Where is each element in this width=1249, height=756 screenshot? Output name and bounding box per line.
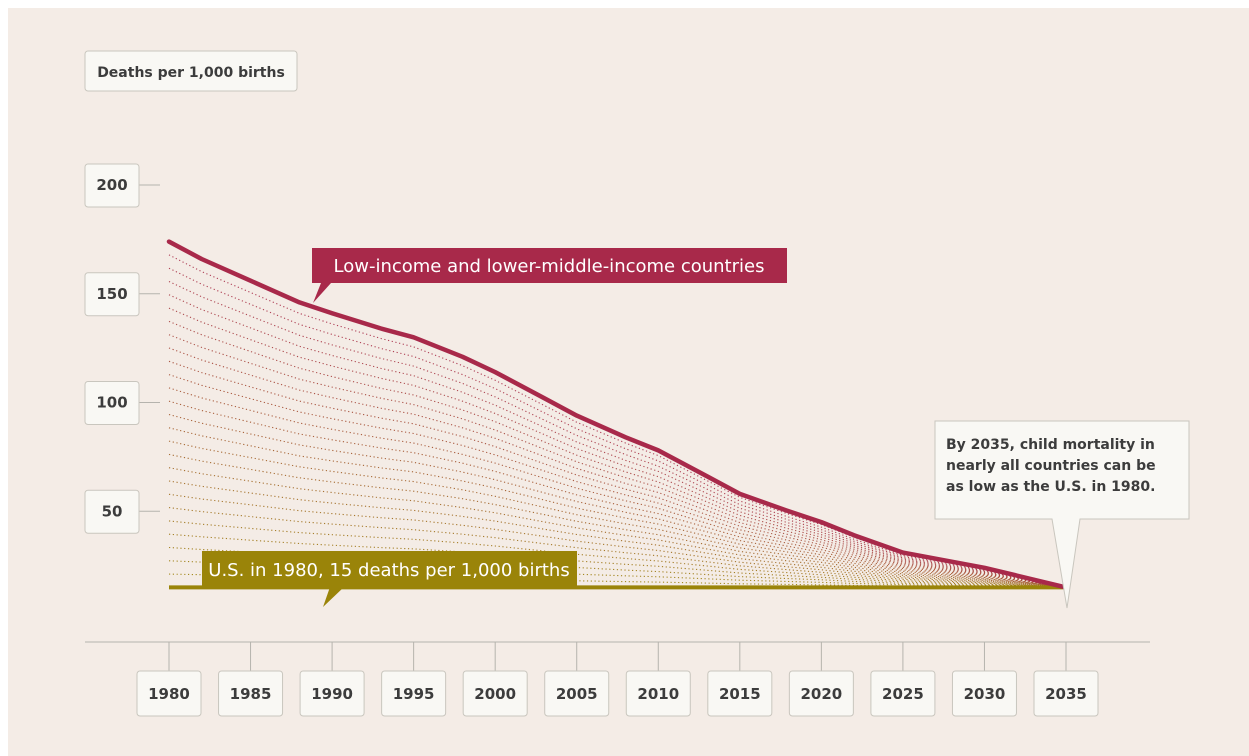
dotted-fill-line xyxy=(168,507,1067,588)
x-tick-label: 2005 xyxy=(556,685,598,703)
x-tick-label: 2030 xyxy=(964,685,1006,703)
low-income-line xyxy=(166,239,1069,590)
x-tick-label: 2020 xyxy=(800,685,842,703)
dotted-fill-line xyxy=(168,307,1067,588)
note-callout-line: By 2035, child mortality in xyxy=(946,437,1155,453)
dotted-fill-line xyxy=(168,374,1067,588)
dotted-fill-line xyxy=(168,480,1067,588)
dotted-fill-line xyxy=(168,281,1067,588)
y-tick-box xyxy=(84,381,140,425)
x-tick-box xyxy=(625,670,691,717)
x-tick-label: 1995 xyxy=(393,685,435,703)
note-callout-box xyxy=(934,420,1190,609)
dotted-fill-line xyxy=(168,320,1067,588)
y-tick-box xyxy=(84,272,140,317)
x-tick-box xyxy=(218,670,284,717)
x-tick-label: 2015 xyxy=(719,685,761,703)
dotted-fill-line xyxy=(168,493,1067,588)
dotted-fill-line xyxy=(168,533,1067,588)
y-tick-label: 200 xyxy=(96,176,127,194)
x-tick-box xyxy=(870,670,936,717)
x-tick-label: 1985 xyxy=(230,685,272,703)
dotted-fill-line xyxy=(168,427,1067,588)
x-tick-label: 2010 xyxy=(637,685,679,703)
x-tick-label: 2000 xyxy=(474,685,516,703)
x-tick-box xyxy=(299,670,365,717)
y-tick-label: 150 xyxy=(96,285,127,303)
x-tick-label: 2025 xyxy=(882,685,924,703)
y-tick-box xyxy=(84,163,140,208)
low-income-callout-box xyxy=(312,248,787,303)
dotted-fill-line xyxy=(168,347,1067,588)
note-callout-line: as low as the U.S. in 1980. xyxy=(946,479,1155,495)
x-tick-box xyxy=(136,670,202,717)
x-tick-box xyxy=(544,670,610,717)
us-1980-callout-box xyxy=(202,551,577,607)
series-lines xyxy=(166,239,1069,590)
dotted-fill-line xyxy=(168,294,1067,588)
note-callout-line: nearly all countries can be xyxy=(946,458,1156,474)
x-tick-box xyxy=(951,670,1017,717)
y-tick-box xyxy=(84,489,140,534)
x-tick-label: 2035 xyxy=(1045,685,1087,703)
dotted-fill-line xyxy=(168,413,1067,588)
dotted-fill-line xyxy=(168,400,1067,588)
x-tick-box xyxy=(707,670,773,717)
low-income-callout-text: Low-income and lower-middle-income count… xyxy=(334,256,765,277)
us-1980-callout-text: U.S. in 1980, 15 deaths per 1,000 births xyxy=(208,560,569,581)
y-tick-label: 50 xyxy=(102,502,123,520)
y-axis-label-text: Deaths per 1,000 births xyxy=(97,65,285,81)
x-tick-box xyxy=(462,670,528,717)
x-tick-label: 1980 xyxy=(148,685,190,703)
annotations: Low-income and lower-middle-income count… xyxy=(202,248,1190,609)
x-tick-label: 1990 xyxy=(311,685,353,703)
x-tick-box xyxy=(1033,670,1099,717)
y-axis-label: Deaths per 1,000 births xyxy=(84,50,298,92)
dotted-fill-line xyxy=(168,334,1067,588)
dotted-fill-line xyxy=(168,254,1067,588)
dotted-fill-line xyxy=(168,440,1067,588)
y-tick-label: 100 xyxy=(96,394,127,412)
axes: 1980 1985 1990 1995 2000 2005 2010 2015 2020 2025… xyxy=(84,163,1150,717)
dotted-fill-line xyxy=(168,267,1067,588)
x-tick-box xyxy=(788,670,854,717)
y-axis-label-box xyxy=(84,50,298,92)
x-tick-box xyxy=(381,670,447,717)
dotted-fill-line xyxy=(168,520,1067,588)
chart-background xyxy=(8,8,1249,756)
